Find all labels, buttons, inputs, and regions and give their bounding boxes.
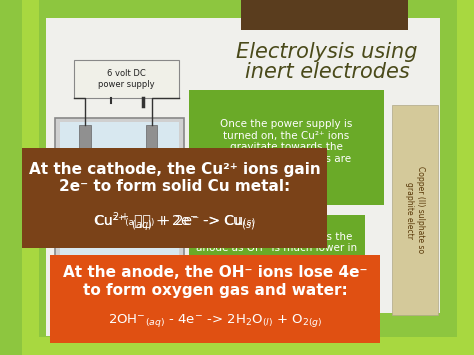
- Bar: [60, 122, 179, 267]
- Text: Once the power supply is
turned on, the Cu²⁺ ions
gravitate towards the
cathode : Once the power supply is turned on, the …: [220, 119, 353, 176]
- Text: 2OH$^{-}$$_{(aq)}$ - 4e$^{-}$ -> 2H$_2$O$_{(l)}$ + O$_{2(g)}$: 2OH$^{-}$$_{(aq)}$ - 4e$^{-}$ -> 2H$_2$O…: [108, 312, 322, 329]
- Bar: [74, 60, 179, 98]
- Bar: [46, 18, 351, 336]
- Bar: [457, 0, 474, 355]
- Bar: [239, 18, 440, 313]
- Text: At the anode, the OH⁻ ions lose 4e⁻
to form oxygen gas and water:: At the anode, the OH⁻ ions lose 4e⁻ to f…: [63, 265, 367, 297]
- Bar: [79, 125, 91, 235]
- Text: Electrolysis using: Electrolysis using: [237, 42, 418, 62]
- Text: The OH⁻ ions go towards the
anode as OH⁻ is much lower in: The OH⁻ ions go towards the anode as OH⁻…: [196, 232, 357, 253]
- Text: Cu$^{2+}$$_{(aq)}$ + 2e$^{-}$ -> Cu$_{(s)}$: Cu$^{2+}$$_{(aq)}$ + 2e$^{-}$ -> Cu$_{(s…: [94, 211, 255, 234]
- Bar: [22, 148, 327, 248]
- Text: Cu²⁺₍ₐ꜀꜁₎ + 2e⁻ -> Cu₍ₛ₎: Cu²⁺₍ₐ꜀꜁₎ + 2e⁻ -> Cu₍ₛ₎: [94, 213, 255, 227]
- Bar: [22, 0, 39, 355]
- Bar: [55, 118, 184, 273]
- Text: 6 volt DC
power supply: 6 volt DC power supply: [99, 69, 155, 89]
- Text: At the cathode, the Cu²⁺ ions gain
2e⁻ to form solid Cu metal:: At the cathode, the Cu²⁺ ions gain 2e⁻ t…: [28, 162, 320, 194]
- Bar: [51, 255, 380, 343]
- Bar: [392, 105, 438, 315]
- Bar: [189, 90, 384, 205]
- Bar: [146, 125, 157, 235]
- Bar: [241, 0, 408, 30]
- Bar: [22, 337, 474, 355]
- Bar: [189, 215, 365, 270]
- Text: inert electrodes: inert electrodes: [245, 62, 410, 82]
- Text: Copper (II) sulphate so
graphite electr: Copper (II) sulphate so graphite electr: [405, 166, 425, 253]
